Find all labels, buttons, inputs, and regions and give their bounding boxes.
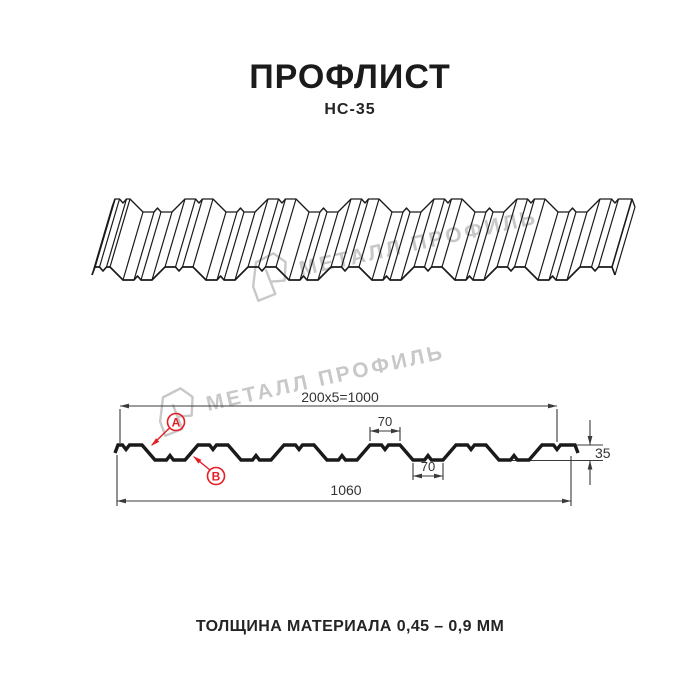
- dimension-width-formula: 200x5=1000: [301, 389, 379, 405]
- far-profile-outline: [111, 198, 636, 213]
- callout-a: A: [166, 412, 186, 432]
- profile-3d-view: [91, 198, 636, 281]
- cross-section-drawing: 200x5=1000 70 70 1060 35 A B: [113, 389, 611, 506]
- extrusion-lines: [91, 198, 636, 281]
- section-profile-path: [113, 443, 580, 462]
- thickness-note: ТОЛЩИНА МАТЕРИАЛА 0,45 – 0,9 ММ: [195, 618, 505, 635]
- dimension-top-flat: 70: [378, 414, 392, 429]
- near-profile-outline: [91, 266, 616, 281]
- callout-b-label: B: [212, 470, 221, 484]
- dimension-bottom-flat: 70: [421, 459, 435, 474]
- page-title: ПРОФЛИСТ: [249, 58, 451, 96]
- dimension-lines: [116, 403, 603, 506]
- callout-arrows: [151, 427, 211, 471]
- callout-a-label: A: [172, 416, 181, 430]
- profile-model-label: НС-35: [324, 101, 376, 118]
- dimension-total-width: 1060: [330, 482, 361, 498]
- callout-b: B: [206, 466, 226, 486]
- dimension-height: 35: [595, 445, 611, 461]
